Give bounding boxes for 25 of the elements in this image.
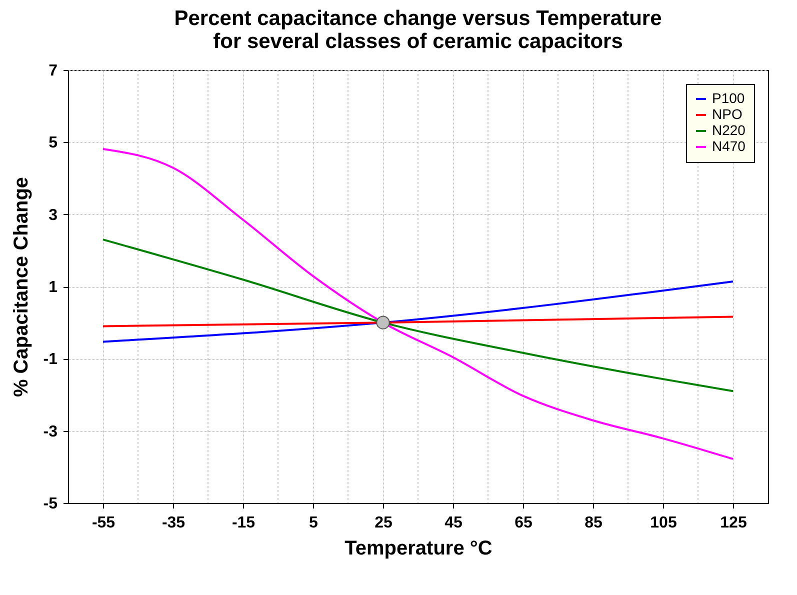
x-tick-label: -55 [92,514,116,532]
line-series [102,238,734,392]
x-tick-label: 45 [444,514,462,532]
legend-label: P100 [712,90,745,106]
y-tick-label: 7 [48,62,58,80]
y-tick-label: 5 [48,134,58,152]
x-tick-label: 5 [309,514,318,532]
x-tick-label: 85 [584,514,602,532]
legend-label: N470 [712,138,746,154]
y-tick-label: -5 [43,496,58,512]
legend-label: N220 [712,122,746,138]
x-axis-title: Temperature °C [344,538,492,560]
x-tick-label: -15 [232,514,256,532]
y-axis-title: % Capacitance Change [10,176,32,398]
chart-title: Percent capacitance change versus Temperature for several classes of ceramic capacitors [174,7,662,53]
x-tick-label: -35 [162,514,186,532]
x-tick-label: 105 [650,514,677,532]
x-tick-label: 25 [374,514,392,532]
y-tick-label: -3 [43,423,58,440]
y-tick-label: 1 [48,279,58,296]
x-tick-label: 65 [514,514,532,532]
y-tick-label: 3 [48,206,58,224]
x-tick-label: 125 [720,514,747,532]
legend-label: NPO [712,106,742,122]
y-tick-label: -1 [43,351,58,368]
